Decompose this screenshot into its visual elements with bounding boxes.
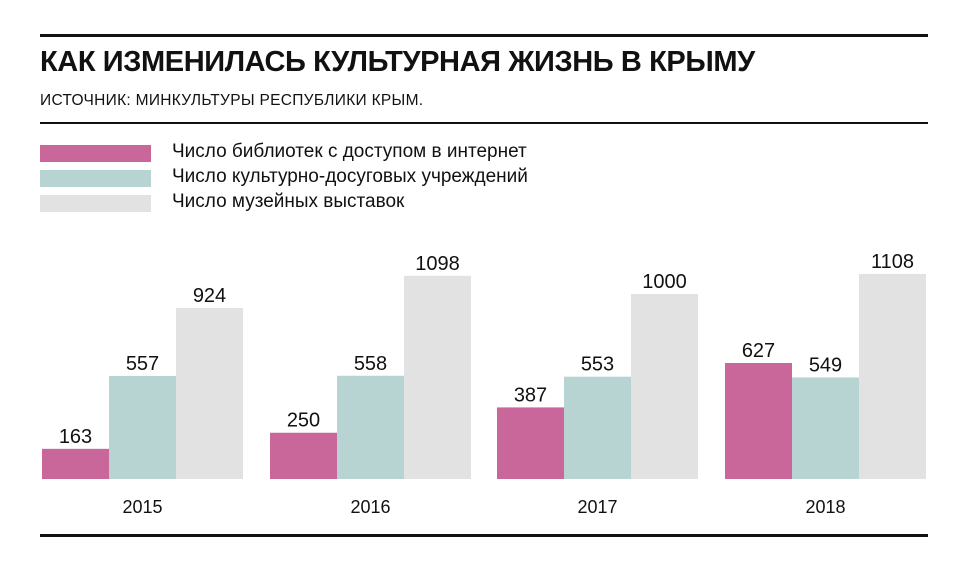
chart-source: ИСТОЧНИК: МИНКУЛЬТУРЫ РЕСПУБЛИКИ КРЫМ. bbox=[40, 92, 424, 109]
bottom-rule bbox=[40, 534, 928, 537]
data-label-museum-exhibitions-2016: 1098 bbox=[415, 253, 460, 275]
bar-chart: 163 557 924 2015 250 558 1098 2016 387 553 1000 201… bbox=[42, 251, 926, 517]
legend-label-cultural-centers: Число культурно-досуговых учреждений bbox=[172, 166, 528, 187]
legend-label-libraries: Число библиотек с доступом в интернет bbox=[172, 141, 527, 162]
chart-title: КАК ИЗМЕНИЛАСЬ КУЛЬТУРНАЯ ЖИЗНЬ В КРЫМУ bbox=[40, 46, 755, 78]
category-label-2017: 2017 bbox=[577, 497, 617, 517]
category-label-2016: 2016 bbox=[350, 497, 390, 517]
data-label-libraries-2018: 627 bbox=[742, 340, 775, 362]
legend-swatch-cultural-centers bbox=[40, 170, 151, 187]
bar-libraries-2018 bbox=[725, 362, 792, 479]
data-label-cultural-centers-2016: 558 bbox=[354, 353, 387, 375]
data-label-libraries-2015: 163 bbox=[59, 426, 92, 448]
bar-museum-exhibitions-2015 bbox=[176, 308, 243, 479]
header-rule bbox=[40, 122, 928, 124]
data-label-cultural-centers-2017: 553 bbox=[581, 354, 614, 376]
data-label-museum-exhibitions-2018: 1108 bbox=[871, 251, 914, 273]
bar-cultural-centers-2016 bbox=[337, 375, 404, 479]
bar-museum-exhibitions-2017 bbox=[631, 293, 698, 479]
data-label-cultural-centers-2015: 557 bbox=[126, 353, 159, 375]
legend-swatch-museum-exhibitions bbox=[40, 195, 151, 212]
data-label-libraries-2017: 387 bbox=[514, 384, 547, 406]
data-label-museum-exhibitions-2015: 924 bbox=[193, 285, 226, 307]
data-label-libraries-2016: 250 bbox=[287, 410, 320, 432]
data-label-museum-exhibitions-2017: 1000 bbox=[642, 271, 687, 293]
bar-cultural-centers-2017 bbox=[564, 376, 631, 479]
bar-museum-exhibitions-2016 bbox=[404, 275, 471, 479]
bar-cultural-centers-2015 bbox=[109, 375, 176, 479]
category-label-2018: 2018 bbox=[805, 497, 845, 517]
bar-museum-exhibitions-2018 bbox=[859, 274, 926, 479]
legend-swatch-libraries bbox=[40, 145, 151, 162]
category-label-2015: 2015 bbox=[122, 497, 162, 517]
top-rule bbox=[40, 34, 928, 37]
bar-libraries-2016 bbox=[270, 432, 337, 479]
bar-libraries-2015 bbox=[42, 448, 109, 479]
bar-libraries-2017 bbox=[497, 407, 564, 479]
data-label-cultural-centers-2018: 549 bbox=[809, 354, 842, 376]
legend-label-museum-exhibitions: Число музейных выставок bbox=[172, 191, 405, 212]
bar-cultural-centers-2018 bbox=[792, 377, 859, 479]
